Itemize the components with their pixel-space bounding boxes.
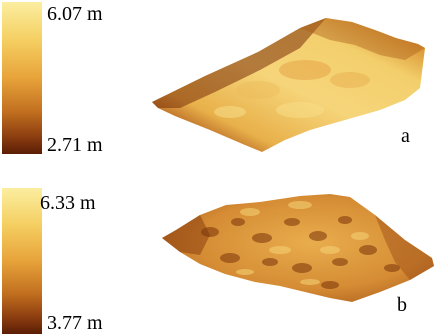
surface-a: [152, 18, 425, 152]
panel-label-b: b: [397, 294, 407, 316]
colorbar-a: [2, 2, 42, 154]
panel-label-a: a: [401, 125, 410, 147]
colorbar-a-max-label: 6.07 m: [47, 3, 103, 25]
surface-b: [162, 194, 434, 302]
colorbar-b-max-label: 6.33 m: [40, 192, 96, 214]
colorbar-a-min-label: 2.71 m: [47, 134, 103, 156]
colorbar-b-min-label: 3.77 m: [47, 312, 103, 334]
colorbar-b: [2, 188, 42, 334]
